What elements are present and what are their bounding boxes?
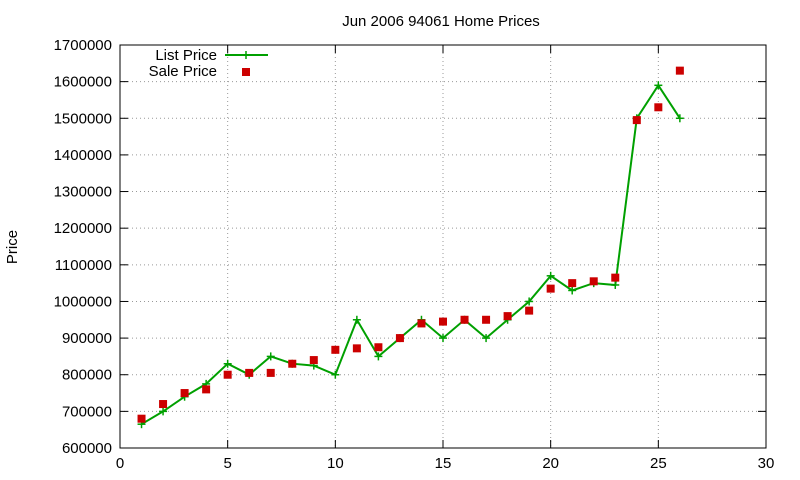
sale-price-point bbox=[546, 284, 555, 293]
sale-price-point bbox=[180, 389, 189, 398]
sale-price-point bbox=[503, 312, 512, 321]
y-tick-label: 1200000 bbox=[54, 220, 112, 237]
x-tick-label: 30 bbox=[758, 455, 775, 472]
y-tick-label: 1100000 bbox=[55, 257, 112, 274]
x-tick-label: 0 bbox=[116, 455, 124, 472]
sale-price-point bbox=[288, 359, 297, 368]
sale-price-point bbox=[482, 315, 491, 324]
y-tick-label: 1000000 bbox=[54, 293, 112, 310]
list-price-point bbox=[159, 407, 168, 416]
y-tick-label: 800000 bbox=[62, 367, 112, 384]
grid-lines bbox=[120, 45, 766, 448]
sale-price-point bbox=[202, 385, 211, 394]
sale-price-point bbox=[223, 370, 232, 379]
list-price-point bbox=[223, 359, 232, 368]
y-axis-label: Price bbox=[4, 230, 21, 264]
x-tick-label: 15 bbox=[435, 455, 452, 472]
sale-price-point bbox=[309, 356, 318, 365]
list-price-point bbox=[352, 315, 361, 324]
sale-price-point bbox=[374, 343, 383, 352]
sale-price-point bbox=[632, 116, 641, 125]
y-tick-label: 700000 bbox=[62, 403, 112, 420]
sale-price-point bbox=[654, 103, 663, 112]
sale-price-point bbox=[137, 414, 146, 423]
legend-swatches bbox=[225, 51, 268, 76]
y-axis-tick-labels: 600000 700000 800000 900000 1000000 1100000 12… bbox=[54, 37, 112, 457]
legend-label-sale-price: Sale Price bbox=[149, 63, 217, 80]
y-tick-label: 1600000 bbox=[54, 74, 112, 91]
sale-price-point bbox=[589, 277, 598, 286]
sale-price-point bbox=[395, 334, 404, 343]
sale-price-point bbox=[439, 317, 447, 326]
y-tick-label: 600000 bbox=[62, 440, 112, 457]
sale-price-point bbox=[568, 279, 577, 288]
y-tick-label: 900000 bbox=[62, 330, 112, 347]
y-tick-label: 1400000 bbox=[54, 147, 112, 164]
sale-price-point bbox=[159, 400, 168, 409]
sale-price-point bbox=[525, 306, 534, 315]
list-price-point bbox=[568, 286, 577, 295]
list-price-point bbox=[675, 114, 684, 123]
legend: List Price Sale Price bbox=[149, 47, 268, 80]
list-price-point bbox=[482, 334, 491, 343]
sale-price-point bbox=[352, 344, 361, 353]
list-price-point bbox=[266, 352, 275, 361]
list-price-line bbox=[140, 83, 681, 426]
sale-price-point bbox=[417, 319, 426, 328]
list-price-point bbox=[611, 280, 620, 289]
y-tick-label: 1500000 bbox=[54, 110, 112, 127]
sale-price-point bbox=[611, 273, 620, 282]
sale-price-point bbox=[675, 66, 684, 75]
sale-price-point bbox=[266, 368, 275, 377]
list-price-point bbox=[546, 271, 555, 280]
list-price-point bbox=[439, 334, 447, 343]
list-price-point bbox=[331, 370, 340, 379]
x-tick-label: 5 bbox=[223, 455, 231, 472]
sale-price-point bbox=[331, 345, 340, 354]
legend-marker-list-price bbox=[242, 51, 250, 59]
x-tick-label: 25 bbox=[650, 455, 667, 472]
legend-label-list-price: List Price bbox=[155, 47, 217, 64]
list-price-point bbox=[654, 81, 663, 90]
list-price-point bbox=[374, 352, 383, 361]
x-tick-label: 10 bbox=[327, 455, 344, 472]
list-price-point bbox=[525, 297, 534, 306]
sale-price-point bbox=[245, 368, 254, 377]
x-tick-label: 20 bbox=[542, 455, 559, 472]
x-axis-tick-labels: 0 5 10 15 20 25 30 bbox=[116, 455, 775, 472]
chart-title: Jun 2006 94061 Home Prices bbox=[342, 13, 540, 30]
axis-ticks bbox=[119, 44, 767, 449]
y-tick-label: 1300000 bbox=[54, 184, 112, 201]
data-series bbox=[137, 66, 684, 429]
sale-price-point bbox=[460, 315, 469, 324]
y-tick-label: 1700000 bbox=[54, 37, 112, 54]
legend-marker-sale-price bbox=[242, 68, 250, 76]
